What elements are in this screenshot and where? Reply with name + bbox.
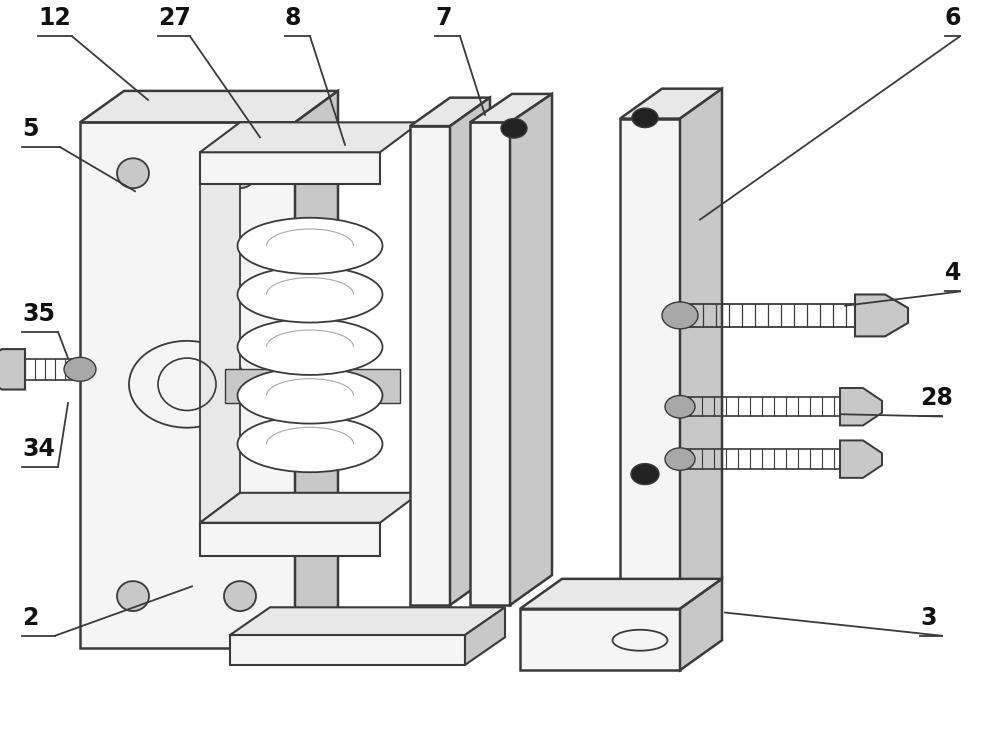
Ellipse shape [117,581,149,611]
Polygon shape [450,98,490,605]
Polygon shape [200,493,420,523]
Polygon shape [620,89,722,119]
Ellipse shape [238,367,382,424]
Text: 6: 6 [945,6,962,30]
Polygon shape [295,91,338,647]
Polygon shape [410,98,490,126]
Polygon shape [620,119,680,609]
Text: 7: 7 [435,6,452,30]
Polygon shape [200,122,420,152]
Text: 28: 28 [920,387,953,411]
Ellipse shape [612,630,668,650]
Polygon shape [840,388,882,426]
Polygon shape [200,152,380,184]
Text: 12: 12 [38,6,71,30]
Circle shape [665,448,695,470]
Text: 3: 3 [920,606,936,630]
Circle shape [501,119,527,138]
Polygon shape [510,94,552,605]
Polygon shape [840,440,882,478]
Polygon shape [230,608,505,635]
Polygon shape [200,154,240,523]
Ellipse shape [224,581,256,611]
Polygon shape [520,579,722,609]
Text: 27: 27 [158,6,191,30]
Polygon shape [80,91,338,122]
Circle shape [129,341,245,427]
Ellipse shape [224,158,256,189]
Polygon shape [465,608,505,665]
Ellipse shape [238,267,382,322]
Polygon shape [680,89,722,609]
Polygon shape [200,523,380,556]
Polygon shape [225,369,400,403]
Polygon shape [230,635,465,665]
Text: 2: 2 [22,606,38,630]
Polygon shape [0,349,25,390]
Circle shape [665,396,695,418]
Polygon shape [855,294,908,336]
Polygon shape [680,579,722,670]
Ellipse shape [238,319,382,375]
Text: 35: 35 [22,302,55,326]
Ellipse shape [238,416,382,472]
Polygon shape [470,122,510,605]
Polygon shape [80,122,295,647]
Text: 8: 8 [285,6,302,30]
Text: 34: 34 [22,436,55,460]
Polygon shape [520,609,680,670]
Polygon shape [410,126,450,605]
Circle shape [631,463,659,484]
Circle shape [64,357,96,382]
Polygon shape [470,94,552,122]
Circle shape [632,108,658,128]
Text: 5: 5 [22,117,38,141]
Text: 4: 4 [945,261,961,285]
Ellipse shape [238,218,382,274]
Ellipse shape [117,158,149,189]
Circle shape [662,302,698,329]
